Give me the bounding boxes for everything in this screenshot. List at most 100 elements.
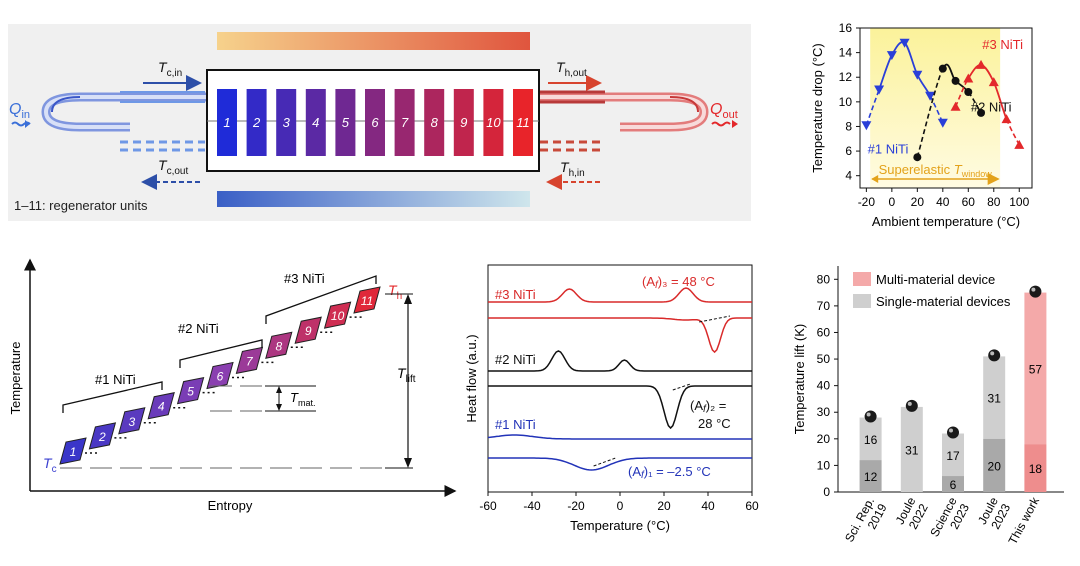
data-point bbox=[951, 76, 960, 85]
data-point bbox=[861, 121, 872, 131]
cycle-unit-label: 3 bbox=[128, 415, 135, 429]
cycle-unit bbox=[265, 331, 293, 359]
data-point bbox=[874, 85, 885, 95]
cycle-unit-label: 5 bbox=[187, 385, 194, 399]
regenerator-unit bbox=[424, 89, 445, 156]
cycle-unit bbox=[147, 392, 175, 420]
total-marker bbox=[905, 399, 918, 412]
bar-top-segment bbox=[900, 406, 923, 492]
legend-label: Multi-material device bbox=[876, 272, 995, 287]
x-tick-label: 60 bbox=[962, 195, 976, 209]
x-tick-label: 60 bbox=[745, 499, 759, 513]
y-tick-label: 80 bbox=[817, 272, 831, 286]
group-bracket bbox=[265, 275, 377, 324]
bar-bottom-value: 18 bbox=[1029, 462, 1043, 476]
cycle-unit-label: 10 bbox=[331, 309, 345, 323]
data-point bbox=[925, 91, 936, 101]
cycle-unit-label: 9 bbox=[305, 324, 312, 338]
regenerator-unit-label: 8 bbox=[431, 115, 439, 130]
data-point bbox=[912, 70, 923, 80]
x-tick-label: 0 bbox=[889, 195, 896, 209]
regenerator-unit bbox=[335, 89, 356, 156]
bar-top-value: 17 bbox=[946, 449, 960, 463]
total-marker bbox=[947, 426, 959, 439]
x-tick-label: -20 bbox=[858, 195, 876, 209]
regenerator-unit bbox=[276, 89, 297, 156]
regenerator-unit bbox=[217, 89, 237, 156]
series-label: #3 NiTi bbox=[982, 37, 1023, 52]
regenerator-unit-label: 10 bbox=[486, 115, 501, 130]
y-tick-label: 12 bbox=[839, 70, 853, 84]
plot-frame bbox=[859, 27, 1033, 189]
data-point bbox=[976, 59, 987, 69]
category-label: Science2023 bbox=[927, 495, 972, 546]
regenerator-unit-label: 2 bbox=[252, 115, 261, 130]
x-tick-label: 20 bbox=[657, 499, 671, 513]
y-axis-label: Heat flow (a.u.) bbox=[464, 334, 479, 422]
y-tick-label: 6 bbox=[845, 144, 852, 158]
series-label: #2 NiTi bbox=[971, 100, 1012, 115]
y-tick-label: 4 bbox=[845, 169, 852, 183]
regenerator-unit bbox=[305, 89, 326, 156]
bar-bottom-segment bbox=[859, 460, 882, 492]
cold-gradient-bar bbox=[217, 191, 530, 207]
x-tick-label: 80 bbox=[987, 195, 1001, 209]
hot-gradient-bar bbox=[217, 32, 530, 50]
group-label: #2 NiTi bbox=[178, 321, 219, 336]
category-label: Joule2023 bbox=[975, 495, 1013, 534]
q-out-label: Qout bbox=[710, 101, 738, 121]
regenerator-unit-label: 6 bbox=[371, 115, 379, 130]
temperature-lift-bar-chart: 0 10 20 30 40 50 60 70 80 Temperature lift (K) Mul… bbox=[792, 266, 1064, 547]
cycle-unit-label: 2 bbox=[98, 430, 106, 444]
cycle-unit-label: 8 bbox=[275, 339, 282, 353]
bar-top-segment bbox=[859, 417, 882, 461]
x-tick-label: -40 bbox=[523, 499, 541, 513]
x-tick-label: -20 bbox=[567, 499, 585, 513]
th-in-label: Th,in bbox=[560, 159, 585, 179]
bar-bottom-value: 20 bbox=[988, 459, 1002, 473]
tc-out-label: Tc,out bbox=[158, 157, 188, 177]
x-tick-label: 0 bbox=[617, 499, 624, 513]
y-tick-label: 8 bbox=[845, 119, 852, 133]
cycle-unit-label: 1 bbox=[70, 445, 77, 459]
category-label: Joule2022 bbox=[893, 495, 931, 534]
regenerator-unit-label: 9 bbox=[460, 115, 467, 130]
series-line bbox=[967, 64, 1008, 120]
group-bracket bbox=[179, 339, 263, 368]
legend-swatch-single bbox=[853, 294, 871, 308]
dsc-heat-flow-chart: -60 -40 -20 0 20 40 60 Temperature (°C) Heat flo… bbox=[464, 264, 759, 533]
legend-label: Single-material devices bbox=[876, 294, 1011, 309]
bar-top-segment bbox=[983, 356, 1006, 439]
tc-label: Tc bbox=[43, 455, 57, 475]
regenerator-unit-label: 7 bbox=[401, 115, 409, 130]
temperature-entropy-diagram: Temperature Entropy 1 2 3 4 5 6 7 8 9 10 11 #1 NiTi… bbox=[8, 258, 457, 513]
x-tick-label: 100 bbox=[1009, 195, 1029, 209]
x-tick-label: 40 bbox=[701, 499, 715, 513]
bar-top-segment bbox=[1024, 292, 1047, 445]
af-annotation: (Af)₂ = bbox=[690, 398, 726, 415]
group-label: #3 NiTi bbox=[284, 271, 325, 286]
q-in-label: Qin bbox=[9, 101, 30, 121]
bar-bottom-segment bbox=[1024, 444, 1047, 492]
cycle-unit-label: 7 bbox=[246, 354, 254, 368]
cycle-unit bbox=[118, 407, 146, 435]
dsc-cooling-trace bbox=[487, 434, 752, 440]
tmat-label: Tmat. bbox=[290, 390, 315, 408]
data-point bbox=[886, 51, 897, 61]
y-tick-label: 0 bbox=[823, 485, 830, 499]
af-annotation: (Af)₁ = –2.5 °C bbox=[628, 464, 711, 481]
legend-swatch-multi bbox=[853, 272, 871, 286]
series-label: #3 NiTi bbox=[495, 287, 536, 302]
y-tick-label: 30 bbox=[817, 405, 831, 419]
series-label: #1 NiTi bbox=[495, 417, 536, 432]
data-point bbox=[977, 108, 986, 117]
x-axis-label: Temperature (°C) bbox=[570, 518, 670, 533]
bar-bottom-segment bbox=[983, 438, 1006, 492]
data-point bbox=[964, 88, 973, 96]
group-bracket bbox=[62, 381, 163, 413]
cycle-unit-label: 4 bbox=[158, 400, 165, 414]
y-tick-label: 60 bbox=[817, 325, 831, 339]
data-point bbox=[963, 73, 974, 83]
bar-bottom-value: 12 bbox=[864, 470, 878, 484]
regenerator-units: 1 2 3 4 5 6 7 8 9 10 11 bbox=[217, 89, 533, 156]
